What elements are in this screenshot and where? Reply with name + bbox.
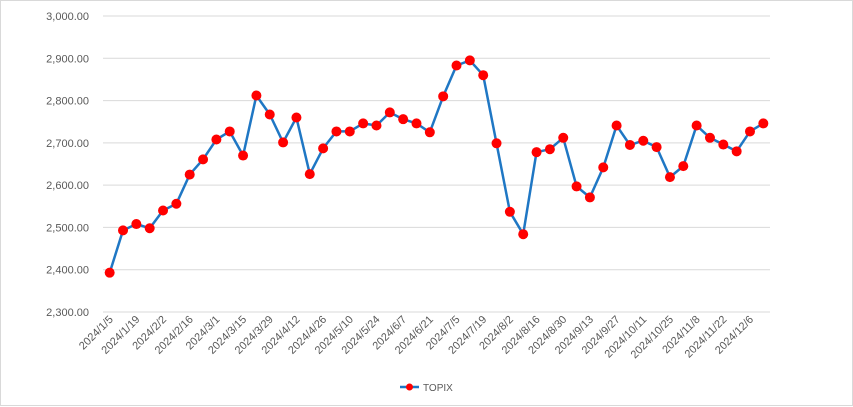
y-tick-label: 2,900.00 — [46, 53, 89, 65]
data-point — [611, 120, 622, 131]
data-point — [704, 132, 715, 143]
data-point — [691, 120, 702, 131]
series-topix — [104, 55, 769, 278]
data-point — [504, 206, 515, 217]
data-point — [731, 146, 742, 157]
data-point — [584, 192, 595, 203]
data-point — [491, 138, 502, 149]
data-point — [131, 219, 142, 230]
series-line-topix — [108, 59, 764, 274]
data-point — [331, 126, 342, 137]
y-tick-label: 2,500.00 — [46, 222, 89, 234]
data-point — [718, 139, 729, 150]
data-point — [411, 118, 422, 129]
data-point — [224, 126, 235, 137]
data-point — [651, 142, 662, 153]
data-point — [438, 91, 449, 102]
data-point — [384, 107, 395, 118]
data-point — [478, 70, 489, 81]
legend-label: TOPIX — [423, 383, 453, 394]
data-point — [638, 135, 649, 146]
data-point — [144, 223, 155, 234]
data-point — [664, 172, 675, 183]
y-axis-ticks: 2,300.00 2,400.00 2,500.00 2,600.00 2,700.00… — [46, 11, 89, 319]
data-point — [518, 229, 529, 240]
data-point — [358, 118, 369, 129]
data-point — [171, 198, 182, 209]
data-point — [624, 139, 635, 150]
data-point — [598, 162, 609, 173]
data-point — [744, 126, 755, 137]
data-point — [464, 55, 475, 66]
data-point — [118, 225, 129, 236]
legend-marker-swatch — [406, 383, 413, 391]
y-tick-label: 2,300.00 — [46, 307, 89, 319]
data-point — [104, 267, 115, 278]
data-point — [158, 205, 169, 216]
gridlines — [103, 15, 770, 271]
y-tick-label: 2,800.00 — [46, 96, 89, 108]
data-point — [184, 169, 195, 180]
data-point — [678, 161, 689, 172]
data-point — [758, 118, 769, 129]
data-point — [304, 169, 315, 180]
data-point — [211, 134, 222, 145]
legend: TOPIX — [400, 383, 453, 394]
data-point — [558, 132, 569, 143]
data-point — [398, 114, 409, 125]
y-tick-label: 2,700.00 — [46, 138, 89, 150]
y-tick-label: 2,400.00 — [46, 265, 89, 277]
y-tick-label: 3,000.00 — [46, 11, 89, 23]
data-point — [238, 150, 249, 161]
data-point — [278, 137, 289, 148]
data-point — [451, 60, 462, 71]
data-point — [344, 126, 355, 137]
x-axis-ticks: 2024/1/52024/1/192024/2/22024/2/162024/3… — [77, 314, 756, 361]
data-point — [531, 147, 542, 158]
data-point — [424, 127, 435, 138]
data-point — [571, 181, 582, 192]
data-point — [544, 144, 555, 155]
data-point — [264, 109, 275, 120]
data-point — [318, 143, 329, 154]
data-point — [291, 112, 302, 123]
y-tick-label: 2,600.00 — [46, 180, 89, 192]
data-point — [371, 120, 382, 131]
data-point — [198, 154, 209, 165]
data-point — [251, 90, 262, 101]
